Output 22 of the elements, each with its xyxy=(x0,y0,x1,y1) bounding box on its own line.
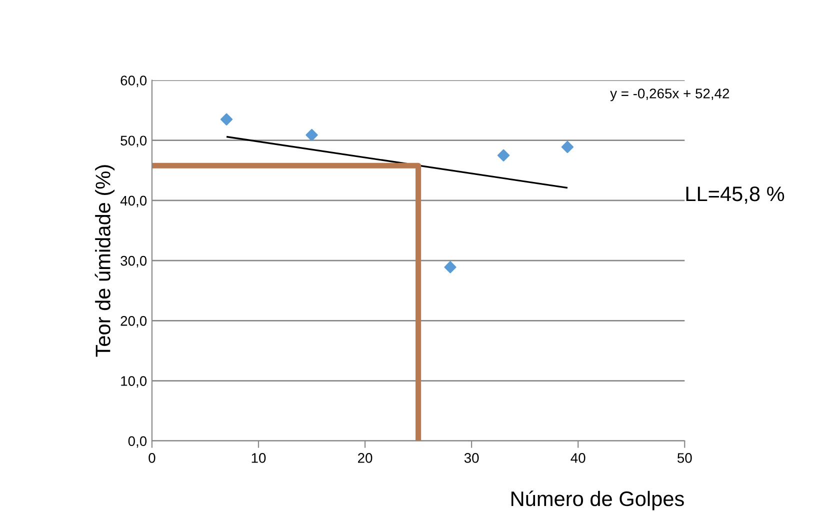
point xyxy=(444,261,456,274)
x-axis-title: Número de Golpes xyxy=(512,490,684,510)
y-tick-label: 60,0 xyxy=(120,76,147,88)
point xyxy=(561,140,574,154)
y-tick-label: 30,0 xyxy=(120,256,147,268)
point xyxy=(497,149,510,162)
x-tick-label: 0 xyxy=(148,453,156,463)
point xyxy=(220,113,233,126)
y-tick-label: 10,0 xyxy=(121,376,147,388)
y-tick-label: 40,0 xyxy=(120,196,147,208)
x-tick-label: 40 xyxy=(570,453,586,463)
x-tick-label: 20 xyxy=(358,453,372,463)
text: LL=45,8 % xyxy=(686,186,784,204)
annotation: y = -0,265x + 52,42 xyxy=(610,88,730,102)
y-axis-title: Teor de úmidade (%) xyxy=(94,165,115,357)
x-tick-label: 10 xyxy=(252,453,266,463)
point xyxy=(306,128,318,142)
y-tick-label: 0,0 xyxy=(128,436,147,448)
y-tick-label: 50,0 xyxy=(120,136,147,148)
y-tick-label: 20,0 xyxy=(120,316,147,328)
x-tick-label: 50 xyxy=(677,453,692,463)
x-tick-label: 30 xyxy=(464,453,479,463)
